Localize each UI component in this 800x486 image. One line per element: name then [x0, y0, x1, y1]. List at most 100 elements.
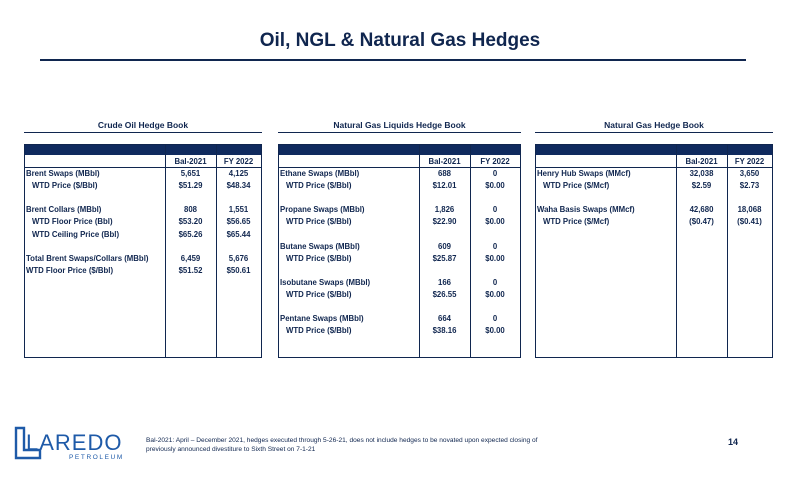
value-bal-2021: 609 — [437, 241, 451, 251]
value-bal-2021: $25.87 — [432, 253, 457, 263]
book-title: Natural Gas Hedge Book — [604, 120, 704, 130]
row-label: Isobutane Swaps (MBbl) — [280, 277, 371, 287]
value-fy-2022: $2.73 — [739, 181, 760, 191]
column-header: FY 2022 — [480, 157, 510, 166]
book-title: Natural Gas Liquids Hedge Book — [333, 120, 466, 130]
hedge-book-2: Natural Gas Hedge Book Bal-2021 FY 2022 Hen… — [535, 120, 773, 358]
column-header-row — [25, 157, 261, 168]
column-header: Bal-2021 — [428, 157, 461, 166]
value-fy-2022: 4,125 — [228, 169, 249, 178]
value-fy-2022: $50.61 — [226, 265, 251, 275]
value-bal-2021: 688 — [437, 169, 451, 178]
value-bal-2021: $51.52 — [178, 265, 203, 275]
row-label: WTD Price ($/Bbl) — [32, 181, 98, 191]
table-header-bar — [279, 145, 520, 155]
value-bal-2021: 1,826 — [434, 205, 455, 215]
value-bal-2021: $65.26 — [178, 229, 203, 239]
value-bal-2021: $12.01 — [432, 181, 457, 191]
value-fy-2022: 3,650 — [739, 169, 760, 178]
value-fy-2022: 0 — [492, 277, 498, 287]
column-header-row — [279, 157, 520, 168]
column-divider — [727, 145, 728, 357]
row-label: WTD Price ($/Bbl) — [286, 217, 352, 227]
value-fy-2022: $0.00 — [485, 253, 505, 263]
laredo-logo: LAREDO PETROLEUM — [14, 426, 124, 461]
row-label: WTD Price ($/Bbl) — [286, 290, 352, 299]
hedge-table: Bal-2021 FY 2022 Brent Swaps (MBbl) 5,651 4,… — [24, 144, 262, 358]
value-fy-2022: 0 — [492, 314, 498, 324]
book-title: Crude Oil Hedge Book — [97, 120, 189, 130]
column-header: FY 2022 — [734, 157, 765, 166]
row-label: WTD Price ($/Bbl) — [286, 181, 352, 191]
value-fy-2022: 0 — [492, 169, 498, 178]
column-header: FY 2022 — [223, 157, 254, 166]
row-label: WTD Price ($/Mcf) — [543, 217, 610, 227]
hedge-book-0: Crude Oil Hedge Book Bal-2021 FY 2022 Brent… — [24, 120, 262, 358]
value-bal-2021: $22.90 — [432, 217, 457, 227]
row-label: WTD Price ($/Bbl) — [286, 253, 352, 263]
value-fy-2022: $48.34 — [226, 181, 251, 191]
table-header-bar — [536, 145, 772, 155]
value-bal-2021: 42,680 — [689, 205, 714, 215]
value-bal-2021: ($0.47) — [689, 217, 714, 227]
row-label: Brent Swaps (MBbl) — [26, 169, 100, 178]
column-divider — [676, 145, 677, 357]
value-fy-2022: 1,551 — [228, 205, 249, 215]
row-label: Brent Collars (MBbl) — [26, 205, 102, 215]
value-fy-2022: $0.00 — [485, 326, 505, 336]
row-label: WTD Floor Price ($/Bbl) — [26, 265, 114, 275]
page-number: 14 — [728, 437, 739, 447]
value-fy-2022: 0 — [492, 205, 498, 215]
value-bal-2021: 166 — [437, 277, 451, 287]
hedge-table: Bal-2021 FY 2022 Ethane Swaps (MBbl) 688 0 WT… — [278, 144, 521, 358]
hedge-table: Bal-2021 FY 2022 Henry Hub Swaps (MMcf) 32,… — [535, 144, 773, 358]
logo-subtitle: PETROLEUM — [69, 454, 124, 461]
value-bal-2021: $51.29 — [178, 181, 203, 191]
row-label: WTD Ceiling Price (Bbl) — [32, 229, 120, 239]
row-label: Waha Basis Swaps (MMcf) — [537, 205, 635, 215]
value-fy-2022: 0 — [492, 241, 498, 251]
value-fy-2022: ($0.41) — [737, 217, 762, 227]
row-label: WTD Price ($/Bbl) — [286, 326, 352, 336]
value-fy-2022: $0.00 — [485, 217, 505, 227]
value-fy-2022: 18,068 — [737, 205, 762, 215]
column-divider — [165, 145, 166, 357]
row-label: Henry Hub Swaps (MMcf) — [537, 169, 631, 178]
logo-wordmark: LAREDO — [26, 430, 122, 455]
column-header-row — [536, 157, 772, 168]
row-label: Butane Swaps (MBbl) — [280, 241, 360, 251]
value-fy-2022: $0.00 — [485, 290, 505, 299]
value-bal-2021: $2.59 — [691, 181, 712, 191]
value-bal-2021: $38.16 — [432, 326, 457, 336]
row-label: Pentane Swaps (MBbl) — [280, 314, 364, 324]
column-header: Bal-2021 — [174, 157, 207, 166]
value-fy-2022: $0.00 — [485, 181, 505, 191]
column-divider — [216, 145, 217, 357]
value-bal-2021: 664 — [437, 314, 451, 324]
book-title-rule — [24, 132, 262, 133]
table-header-bar — [25, 145, 261, 155]
page-title: Oil, NGL & Natural Gas Hedges — [259, 30, 541, 51]
value-fy-2022: $56.65 — [226, 217, 251, 227]
row-label: Total Brent Swaps/Collars (MBbl) — [26, 253, 149, 263]
book-title-rule — [278, 132, 521, 133]
footnote: Bal-2021: April – December 2021, hedges … — [146, 437, 538, 453]
book-title-rule — [535, 132, 773, 133]
value-bal-2021: 808 — [183, 205, 197, 215]
value-fy-2022: 5,676 — [228, 253, 249, 263]
value-bal-2021: 5,651 — [180, 169, 201, 178]
column-divider — [470, 145, 471, 357]
row-label: WTD Price ($/Mcf) — [543, 181, 610, 191]
row-label: WTD Floor Price (Bbl) — [32, 217, 113, 227]
row-label: Propane Swaps (MBbl) — [280, 205, 365, 215]
value-bal-2021: 32,038 — [689, 169, 714, 178]
column-header: Bal-2021 — [685, 157, 718, 166]
value-fy-2022: $65.44 — [226, 229, 251, 239]
column-divider — [419, 145, 420, 357]
title-rule — [40, 59, 746, 61]
row-label: Ethane Swaps (MBbl) — [280, 169, 360, 178]
value-bal-2021: $26.55 — [432, 290, 457, 299]
hedge-book-1: Natural Gas Liquids Hedge Book Bal-2021 FY… — [278, 120, 521, 358]
value-bal-2021: 6,459 — [180, 253, 201, 263]
value-bal-2021: $53.20 — [178, 217, 203, 227]
